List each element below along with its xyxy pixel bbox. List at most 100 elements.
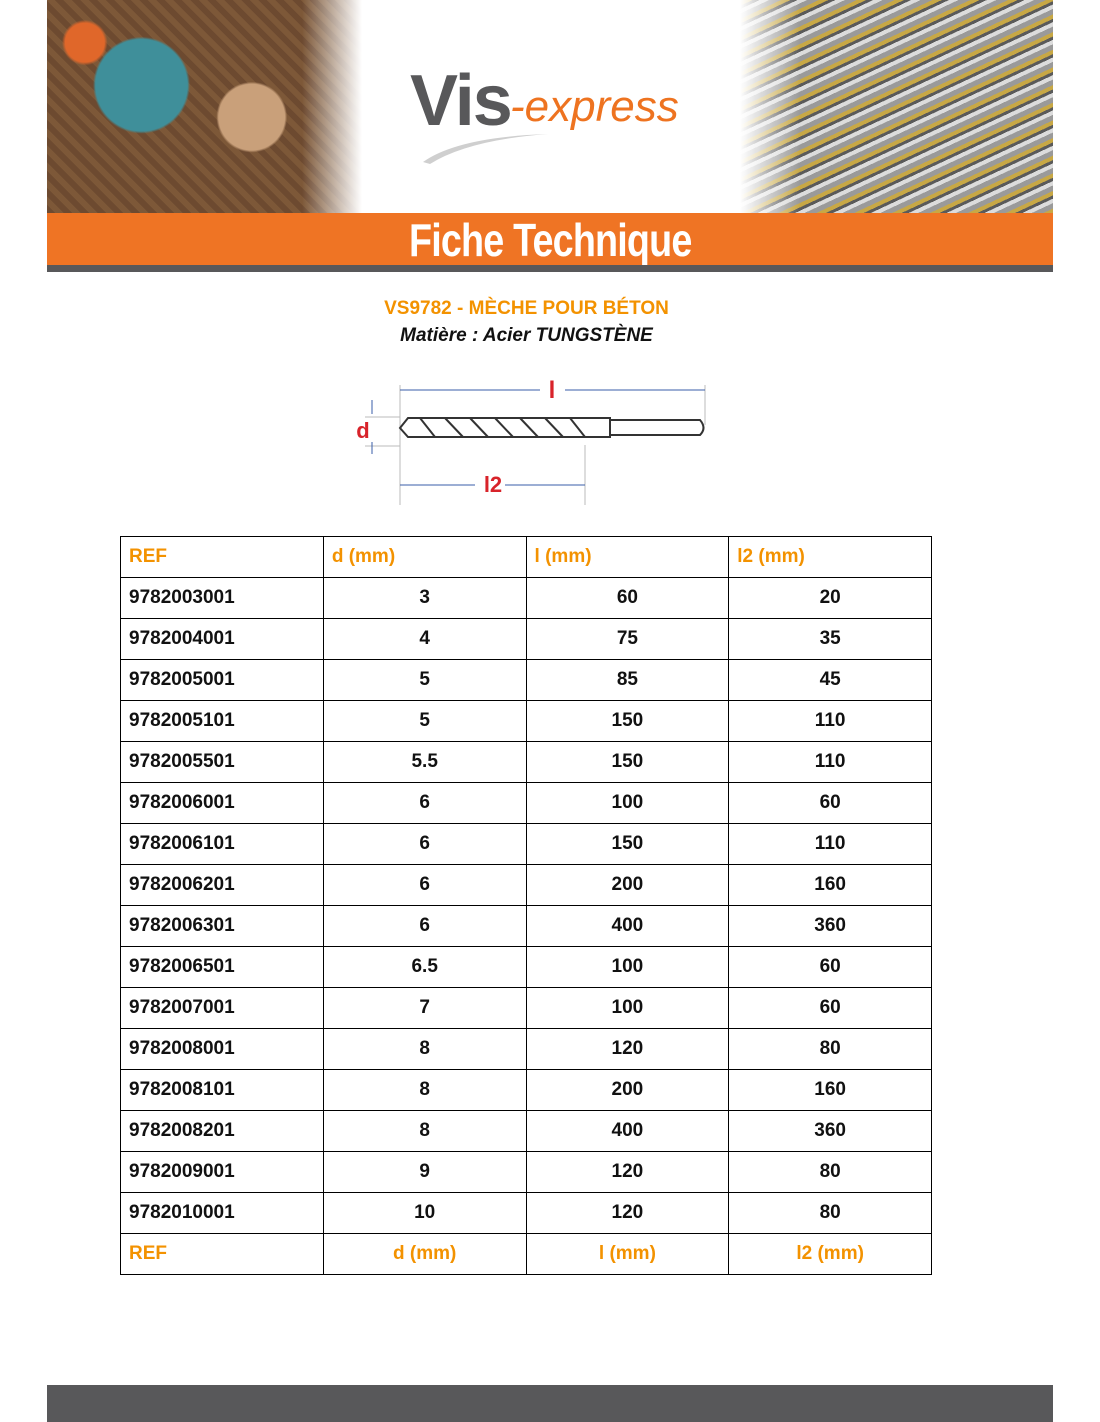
table-row: 9782006501 6.5 100 60 [120, 946, 932, 988]
table-cell: 120 [525, 1151, 730, 1193]
table-cell: 8 [322, 1028, 527, 1070]
table-row: 9782006001 6 100 60 [120, 782, 932, 824]
table-cell: 9782010001 [120, 1192, 324, 1234]
table-cell: 85 [525, 659, 730, 701]
banner-title: Fiche Technique [408, 214, 692, 266]
table-cell: 400 [525, 1110, 730, 1152]
table-row: 9782005501 5.5 150 110 [120, 741, 932, 783]
table-cell: 150 [525, 741, 730, 783]
table-cell: 9 [322, 1151, 527, 1193]
table-row: 9782008101 8 200 160 [120, 1069, 932, 1111]
table-row: 9782010001 10 120 80 [120, 1192, 932, 1234]
table-header-row: REF d (mm) l (mm) l2 (mm) [120, 536, 932, 578]
drill-bit-diagram: l d l2 [356, 377, 706, 505]
banner: Fiche Technique [47, 213, 1053, 266]
table-cell: 9782007001 [120, 987, 324, 1029]
table-cell: 9782004001 [120, 618, 324, 660]
table-cell: 200 [525, 864, 730, 906]
table-cell: 8 [322, 1069, 527, 1111]
column-header: d (mm) [322, 536, 527, 578]
table-cell: 360 [728, 905, 932, 947]
table-cell: 100 [525, 987, 730, 1029]
label-l2: l2 [484, 472, 502, 497]
table-row: 9782006301 6 400 360 [120, 905, 932, 947]
table-cell: 5.5 [322, 741, 527, 783]
table-cell: 160 [728, 864, 932, 906]
table-cell: 9782008101 [120, 1069, 324, 1111]
table-cell: 20 [728, 577, 932, 619]
table-cell: 6 [322, 782, 527, 824]
table-cell: 7 [322, 987, 527, 1029]
table-cell: 80 [728, 1192, 932, 1234]
table-cell: 150 [525, 700, 730, 742]
table-cell: 9782008201 [120, 1110, 324, 1152]
table-cell: 8 [322, 1110, 527, 1152]
label-l: l [549, 377, 556, 404]
table-cell: 60 [728, 987, 932, 1029]
column-header: l2 (mm) [728, 1233, 932, 1275]
column-header: REF [120, 536, 324, 578]
column-header: l (mm) [525, 536, 730, 578]
table-cell: 120 [525, 1028, 730, 1070]
table-cell: 9782006501 [120, 946, 324, 988]
table-row: 9782003001 3 60 20 [120, 577, 932, 619]
table-cell: 150 [525, 823, 730, 865]
specs-table: REF d (mm) l (mm) l2 (mm) 9782003001 3 60 20 978… [120, 536, 932, 1275]
tools-photo [47, 0, 362, 213]
column-header: REF [120, 1233, 324, 1275]
table-cell: 100 [525, 782, 730, 824]
screws-photo [740, 0, 1053, 213]
table-row: 9782008001 8 120 80 [120, 1028, 932, 1070]
table-cell: 5 [322, 700, 527, 742]
table-cell: 360 [728, 1110, 932, 1152]
label-d: d [356, 418, 369, 443]
table-cell: 9782008001 [120, 1028, 324, 1070]
table-row: 9782006101 6 150 110 [120, 823, 932, 865]
table-cell: 110 [728, 823, 932, 865]
table-cell: 80 [728, 1151, 932, 1193]
column-header: l (mm) [525, 1233, 730, 1275]
table-row: 9782005101 5 150 110 [120, 700, 932, 742]
logo-swoosh [423, 134, 548, 164]
table-row: 9782006201 6 200 160 [120, 864, 932, 906]
table-cell: 3 [322, 577, 527, 619]
table-cell: 120 [525, 1192, 730, 1234]
table-row: 9782009001 9 120 80 [120, 1151, 932, 1193]
table-header-row: REF d (mm) l (mm) l2 (mm) [120, 1233, 932, 1275]
table-cell: 6.5 [322, 946, 527, 988]
table-cell: 110 [728, 741, 932, 783]
column-header: d (mm) [322, 1233, 527, 1275]
table-cell: 60 [728, 782, 932, 824]
table-cell: 60 [728, 946, 932, 988]
table-cell: 10 [322, 1192, 527, 1234]
table-cell: 5 [322, 659, 527, 701]
table-cell: 100 [525, 946, 730, 988]
table-cell: 6 [322, 823, 527, 865]
table-cell: 110 [728, 700, 932, 742]
table-row: 9782007001 7 100 60 [120, 987, 932, 1029]
table-cell: 9782006201 [120, 864, 324, 906]
table-cell: 9782005101 [120, 700, 324, 742]
table-cell: 6 [322, 864, 527, 906]
product-title: VS9782 - MÈCHE POUR BÉTON [384, 298, 669, 319]
table-cell: 4 [322, 618, 527, 660]
vis-express-logo: Vis -express [410, 60, 700, 170]
table-cell: 9782005501 [120, 741, 324, 783]
table-row: 9782005001 5 85 45 [120, 659, 932, 701]
table-cell: 9782005001 [120, 659, 324, 701]
column-header: l2 (mm) [728, 536, 932, 578]
table-cell: 200 [525, 1069, 730, 1111]
table-cell: 75 [525, 618, 730, 660]
table-cell: 400 [525, 905, 730, 947]
table-cell: 80 [728, 1028, 932, 1070]
table-cell: 9782006001 [120, 782, 324, 824]
table-cell: 35 [728, 618, 932, 660]
banner-divider [47, 265, 1053, 272]
table-cell: 60 [525, 577, 730, 619]
table-row: 9782004001 4 75 35 [120, 618, 932, 660]
product-material: Matière : Acier TUNGSTÈNE [400, 325, 653, 346]
table-cell: 9782009001 [120, 1151, 324, 1193]
table-row: 9782008201 8 400 360 [120, 1110, 932, 1152]
table-cell: 9782003001 [120, 577, 324, 619]
table-cell: 9782006101 [120, 823, 324, 865]
